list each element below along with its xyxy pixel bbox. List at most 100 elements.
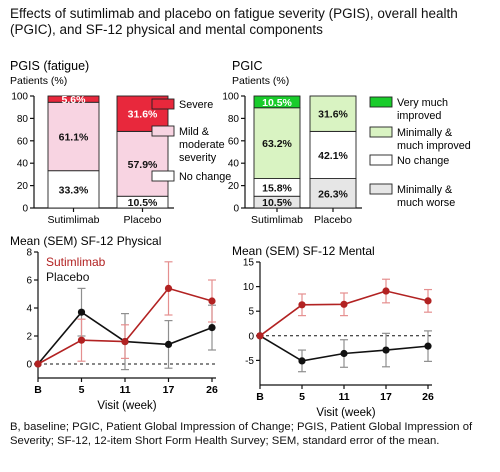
legend-label-line: No change — [179, 171, 231, 183]
x-tick-label-11: 11 — [119, 384, 130, 396]
legend-swatch-very-much-improved — [369, 96, 393, 108]
x-tick-label-placebo: Placebo — [124, 214, 162, 226]
data-point-sutimlimab — [382, 287, 390, 295]
x-tick-label-sutimlimab: Sutimlimab — [251, 214, 303, 226]
y-tick-label: 60 — [228, 136, 240, 147]
legend-label-no-change: No change — [179, 171, 231, 183]
y-tick-label: 0 — [26, 360, 32, 371]
y-tick-label: 8 — [26, 248, 32, 259]
legend-swatch-severe — [151, 98, 175, 110]
x-tick-label-26: 26 — [422, 391, 434, 403]
x-tick-label-5: 5 — [79, 384, 85, 396]
legend-label-line: Severe — [179, 99, 213, 111]
sf12-mental-chart: Mean (SEM) SF-12 Mental -5 0 5 10 15 B 5 11 17 26 V… — [232, 244, 434, 419]
x-tick-label-b: B — [34, 384, 42, 396]
y-tick-label: 10 — [243, 282, 255, 293]
bar-segment-sutimlimab-very-much-improved — [253, 95, 301, 109]
chart-title: PGIS (fatigue) — [10, 59, 89, 73]
legend-label-line: Minimally & — [397, 127, 453, 139]
legend-swatch-no-change — [151, 170, 175, 182]
bar-segment-sutimlimab-minimally-much-improved — [253, 107, 301, 179]
bar-segment-sutimlimab-severe — [47, 95, 100, 103]
bar-segment-sutimlimab-mild-moderate-severity — [47, 101, 100, 172]
y-tick-label: -5 — [245, 356, 254, 367]
y-tick-label: 100 — [11, 92, 28, 103]
bar-segment-sutimlimab-no-change — [47, 170, 100, 209]
y-tick-label: 15 — [243, 258, 255, 269]
footnote: B, baseline; PGIC, Patient Global Impres… — [10, 421, 473, 447]
chart-title: Mean (SEM) SF-12 Physical — [10, 234, 161, 248]
y-tick-label: 20 — [17, 181, 29, 192]
data-point-placebo — [77, 308, 86, 316]
chart-title: PGIC — [232, 59, 263, 73]
x-tick-label-5: 5 — [299, 391, 305, 403]
data-point-sutimlimab — [121, 338, 129, 346]
x-tick-label-placebo: Placebo — [314, 214, 352, 226]
data-label-sutimlimab-mild-moderate-severity: 61.1% — [59, 131, 89, 143]
data-point-sutimlimab — [77, 336, 86, 344]
data-point-sutimlimab — [298, 301, 306, 309]
data-point-placebo — [208, 324, 216, 332]
bar-segment-placebo-minimally-much-worse — [309, 178, 357, 209]
legend-label-minimally-much-improved: Minimally & much improved — [397, 127, 471, 152]
bar-segment-placebo-severe — [116, 95, 169, 132]
legend-label-line: Very much — [397, 97, 448, 109]
legend-label-line: moderate — [179, 139, 225, 151]
data-label-placebo-severe: 31.6% — [128, 109, 158, 121]
legend-label-mild-moderate-severity: Mild & moderate severity — [179, 126, 225, 164]
y-tick-label: 2 — [26, 332, 32, 343]
legend-label-line: much worse — [397, 197, 455, 209]
legend-label-line: No change — [397, 155, 449, 167]
sf12-physical-chart: Mean (SEM) SF-12 Physical 0 2 4 6 8 B 5 11 17 26 Vi… — [10, 234, 218, 412]
data-label-sutimlimab-minimally-much-worse: 10.5% — [262, 197, 292, 209]
x-tick-label-sutimlimab: Sutimlimab — [48, 214, 100, 226]
data-point-placebo — [424, 342, 432, 350]
y-tick-label: 20 — [228, 181, 240, 192]
legend-label-very-much-improved: Very much improved — [397, 97, 448, 122]
x-axis-label: Visit (week) — [97, 400, 156, 412]
chart-title: Mean (SEM) SF-12 Mental — [232, 244, 375, 258]
legend-swatch-minimally-much-worse — [369, 183, 393, 195]
y-tick-label: 5 — [248, 307, 254, 318]
data-label-placebo-minimally-much-worse: 26.3% — [318, 188, 348, 200]
data-point-sutimlimab — [208, 297, 216, 305]
data-label-sutimlimab-minimally-much-improved: 63.2% — [262, 138, 292, 150]
x-tick-label-17: 17 — [163, 384, 175, 396]
data-point-sutimlimab — [164, 284, 173, 292]
data-point-placebo — [340, 349, 348, 358]
data-point-sutimlimab — [340, 300, 348, 308]
legend-label-placebo: Placebo — [46, 270, 90, 284]
pgic-chart: PGIC Patients (%) 0 20 40 60 80 100 Sutimlimab Pl… — [222, 59, 471, 226]
y-axis-label: Patients (%) — [10, 75, 67, 87]
data-label-placebo-mild-moderate-severity: 57.9% — [128, 159, 158, 171]
legend-label-line: Minimally & — [397, 184, 453, 196]
y-tick-label: 0 — [22, 204, 28, 215]
data-label-sutimlimab-very-much-improved: 10.5% — [262, 97, 292, 109]
legend-swatch-minimally-much-improved — [369, 126, 393, 138]
legend-swatch-mild-moderate-severity — [151, 125, 175, 137]
x-axis-label: Visit (week) — [316, 407, 375, 419]
data-label-placebo-minimally-much-improved: 31.6% — [318, 109, 348, 121]
y-tick-label: 40 — [17, 159, 29, 170]
x-tick-label-26: 26 — [206, 384, 218, 396]
y-tick-label: 80 — [228, 114, 240, 125]
data-label-sutimlimab-severe: 5.6% — [62, 94, 87, 106]
y-tick-label: 0 — [248, 331, 254, 342]
data-point-placebo — [382, 346, 390, 354]
legend-label-severe: Severe — [179, 99, 213, 111]
y-tick-label: 60 — [17, 136, 29, 147]
bar-segment-placebo-no-change — [309, 130, 357, 179]
legend-label-minimally-much-worse: Minimally & much worse — [397, 184, 455, 209]
y-tick-label: 6 — [26, 276, 32, 287]
x-tick-label-b: B — [256, 391, 264, 403]
y-tick-label: 0 — [233, 204, 239, 215]
y-tick-label: 80 — [17, 114, 29, 125]
legend-label-sutimlimab: Sutimlimab — [46, 255, 106, 269]
data-label-sutimlimab-no-change: 15.8% — [262, 182, 292, 194]
data-label-placebo-no-change: 10.5% — [128, 197, 158, 209]
legend-swatch-no-change — [369, 154, 393, 166]
y-tick-label: 40 — [228, 159, 240, 170]
pgis-chart: PGIS (fatigue) Patients (%) 0 20 40 60 80 100 Su… — [10, 59, 231, 226]
legend-label-line: much improved — [397, 140, 471, 152]
